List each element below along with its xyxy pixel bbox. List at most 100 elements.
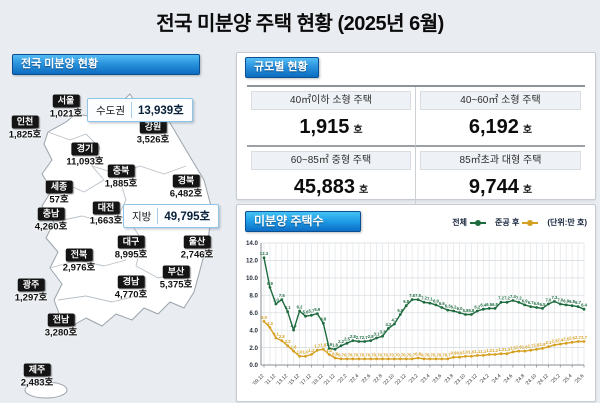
svg-text:0.7: 0.7 [397,352,403,357]
svg-text:1.2: 1.2 [492,348,498,353]
callout-jibang-name: 지방 [132,210,152,223]
x-axis-labels: '09.12'11.12'13.12'15.12'17.12'19.12'21.… [252,365,586,387]
region-name-chip: 전남 [47,313,75,327]
map-region-label: 경북 6,482호 [170,174,202,200]
line-chart: 0.0 2.0 4.0 6.0 8.0 10.0 12.0 14.0'09.12'11.12 '… [239,235,593,397]
region-name-chip: 인천 [11,115,39,129]
svg-text:6.8: 6.8 [569,299,575,304]
chart-panel: 미분양 주택수 전체 준공 후 (단위:만 호) 0.0 2.0 4.0 6.0 8.0… [236,204,596,402]
svg-text:'13.12: '13.12 [275,373,289,387]
svg-text:6.1: 6.1 [285,305,291,310]
svg-text:2.4: 2.4 [557,338,563,343]
svg-text:'22.12: '22.12 [394,373,408,387]
callout-divider [130,102,132,118]
region-name-chip: 부산 [162,265,190,279]
svg-text:'24.8: '24.8 [514,373,526,385]
svg-text:0.7: 0.7 [433,352,439,357]
map-region-label: 충북 1,885호 [104,164,138,190]
size-cell-under40: 40㎡이하 소형 주택 1,915 호 [247,87,416,147]
svg-text:6.0: 6.0 [249,310,258,317]
svg-text:1.2: 1.2 [308,348,314,353]
size-cell-number: 45,883 [293,176,355,198]
callout-jibang: 지방 49,795호 [123,204,220,228]
size-cell-value: 6,192 호 [420,110,581,143]
svg-text:'23.8: '23.8 [443,373,455,385]
callout-sudogwon-value: 13,939호 [137,105,184,117]
vertical-gridlines [263,243,585,365]
map-region-label: 전북 2,976호 [62,248,96,274]
region-name-chip: 경북 [172,174,200,188]
svg-text:7.2: 7.2 [504,296,510,301]
map-region-label: 서울 1,021호 [50,94,82,120]
legend-completed-marker-icon [522,219,539,226]
region-name-chip: 충북 [107,164,135,178]
svg-text:'22.10: '22.10 [382,373,396,387]
svg-text:0.7: 0.7 [380,352,386,357]
svg-text:4.2: 4.2 [385,322,391,327]
svg-text:6.5: 6.5 [486,302,492,307]
svg-text:3.1: 3.1 [273,331,279,336]
svg-text:4.0: 4.0 [291,324,297,329]
region-name-chip: 울산 [183,235,211,249]
legend-item-total: 전체 [452,217,487,228]
svg-text:1.0: 1.0 [468,350,474,355]
svg-text:1.6: 1.6 [291,345,297,350]
size-cell-unit: 호 [522,125,533,136]
svg-text:'25.2: '25.2 [550,373,562,385]
svg-text:5.9: 5.9 [314,307,320,312]
svg-text:'09.12: '09.12 [252,373,266,387]
chart-svg: 0.02.04.06.08.010.012.014.0'09.12'11.12'… [246,240,588,387]
svg-text:2.8: 2.8 [368,334,374,339]
svg-text:4.8: 4.8 [320,317,326,322]
svg-text:2.7: 2.7 [362,335,368,340]
svg-text:6.7: 6.7 [528,300,534,305]
svg-text:2.6: 2.6 [569,336,575,341]
map-region-label: 충남 4,260호 [34,207,68,233]
svg-text:5.0: 5.0 [261,315,267,320]
region-value: 4,260호 [34,221,68,233]
region-value: 57호 [49,194,69,206]
region-name-chip: 대구 [117,235,145,249]
svg-text:2.8: 2.8 [279,334,285,339]
size-cell-value: 9,744 호 [420,170,581,203]
map-region-label: 대구 8,995호 [114,235,148,261]
region-name-chip: 대전 [92,201,120,215]
legend-item-completed: 준공 후 [495,217,539,228]
map-labels: 수도권 13,939호 지방 49,795호 서울 1,021호 인천 1,825호 경… [8,52,232,400]
svg-text:1.1: 1.1 [474,349,480,354]
svg-text:7.0: 7.0 [557,297,563,302]
svg-text:12.3: 12.3 [260,251,269,256]
svg-text:6.2: 6.2 [474,304,480,309]
region-value: 8,995호 [114,249,148,261]
svg-text:7.4: 7.4 [510,294,516,299]
region-value: 2,976호 [62,262,96,274]
region-value: 11,093호 [66,156,104,168]
svg-text:1.9: 1.9 [326,342,332,347]
svg-text:6.9: 6.9 [433,298,439,303]
region-value: 1,885호 [104,178,138,190]
series-전체: 12.38.97.07.56.14.06.25.6 5.7 5.94.81.9 1.8… [260,251,588,351]
svg-text:7.5: 7.5 [409,293,415,298]
region-value: 3,526호 [136,134,170,146]
svg-text:2.7: 2.7 [581,335,587,340]
page-title: 전국 미분양 주택 현황 (2025년 6월) [156,13,444,35]
svg-text:1.2: 1.2 [486,348,492,353]
size-cell-number: 6,192 [468,116,519,138]
svg-text:6.4: 6.4 [480,303,486,308]
svg-text:'23.12: '23.12 [465,373,479,387]
svg-text:0.7: 0.7 [391,352,397,357]
svg-text:6.8: 6.8 [403,299,409,304]
svg-text:'22.6: '22.6 [360,373,372,385]
size-cell-label: 60~85㎡ 중형 주택 [251,151,411,170]
svg-text:2.7: 2.7 [356,335,362,340]
svg-text:1.7: 1.7 [528,344,534,349]
map-region-label: 대전 1,663호 [90,201,122,227]
svg-text:6.6: 6.6 [534,301,540,306]
size-cell-label: 85㎡초과 대형 주택 [420,151,581,170]
svg-text:'11.12: '11.12 [264,373,278,387]
size-cell-unit: 호 [522,185,533,196]
size-cell-unit: 호 [358,185,369,196]
svg-text:1.5: 1.5 [510,345,516,350]
svg-text:1.0: 1.0 [297,350,303,355]
svg-text:'23.10: '23.10 [453,373,467,387]
